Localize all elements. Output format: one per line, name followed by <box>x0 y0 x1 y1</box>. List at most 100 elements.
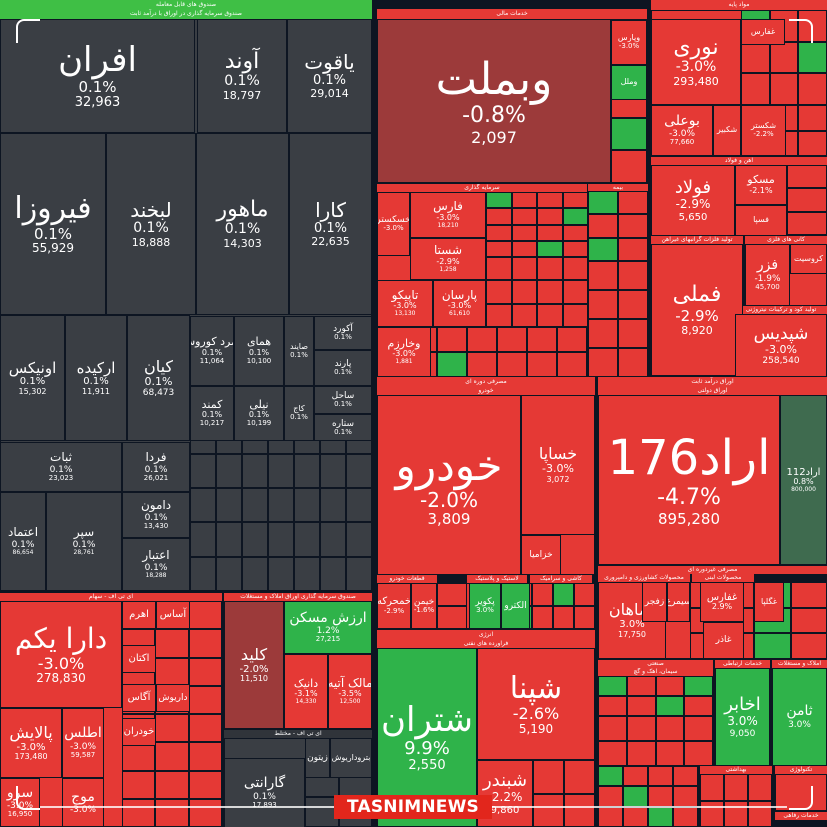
stock-tile[interactable]: غگلپا <box>754 582 784 622</box>
stock-tile[interactable]: آوند 0.1% 18,797 <box>197 19 287 133</box>
small-stock-tile[interactable] <box>486 280 512 304</box>
small-stock-tile[interactable] <box>655 696 685 716</box>
small-stock-tile[interactable] <box>588 319 618 348</box>
small-stock-tile[interactable] <box>532 583 553 606</box>
stock-tile[interactable]: ستاره 0.1% <box>314 414 372 441</box>
stock-tile[interactable]: شپدیس -3.0% 258,540 <box>735 314 827 377</box>
small-stock-tile[interactable] <box>537 192 563 209</box>
small-stock-tile[interactable] <box>790 633 827 659</box>
small-stock-tile[interactable] <box>346 453 372 488</box>
small-stock-tile[interactable] <box>537 240 563 257</box>
stock-tile[interactable]: کمند 0.1% 10,217 <box>190 386 234 441</box>
small-stock-tile[interactable] <box>190 453 216 488</box>
stock-tile[interactable]: شستا -2.9% 1,258 <box>410 238 486 280</box>
small-stock-tile[interactable] <box>598 696 627 716</box>
small-stock-tile[interactable] <box>588 261 618 290</box>
small-stock-tile[interactable] <box>684 741 713 766</box>
stock-tile[interactable]: کیان 0.1% 68,473 <box>127 315 190 441</box>
stock-tile[interactable]: مالک آتیه -3.5% 12,500 <box>328 654 372 729</box>
small-stock-tile[interactable] <box>562 208 588 225</box>
small-stock-tile[interactable] <box>623 806 648 827</box>
small-stock-tile[interactable] <box>467 327 497 352</box>
small-stock-tile[interactable] <box>562 303 588 327</box>
small-stock-tile[interactable] <box>242 522 268 557</box>
stock-tile[interactable]: شپنا -2.6% 5,190 <box>477 648 595 760</box>
small-stock-tile[interactable] <box>787 211 827 235</box>
small-stock-tile[interactable] <box>511 192 537 209</box>
stock-tile[interactable]: ساحل 0.1% <box>314 386 372 414</box>
small-stock-tile[interactable] <box>588 237 618 261</box>
small-stock-tile[interactable] <box>537 303 563 327</box>
small-stock-tile[interactable] <box>486 240 512 257</box>
small-stock-tile[interactable] <box>155 742 189 771</box>
stock-tile[interactable]: فملی -2.9% 8,920 <box>651 244 743 376</box>
stock-tile[interactable]: خسکستر -3.0% <box>377 192 410 256</box>
small-stock-tile[interactable] <box>268 453 294 488</box>
small-stock-tile[interactable] <box>562 257 588 281</box>
small-stock-tile[interactable] <box>188 601 222 630</box>
stock-tile[interactable]: کارا 0.1% 22,635 <box>289 133 372 315</box>
stock-tile[interactable]: بوعلی -3.0% 77,660 <box>651 105 713 156</box>
small-stock-tile[interactable] <box>294 487 320 523</box>
stock-tile[interactable]: نوری -3.0% 293,480 <box>651 19 741 105</box>
stock-tile[interactable]: آگاس <box>122 684 156 712</box>
stock-tile[interactable]: آکورد 0.1% <box>314 316 372 350</box>
small-stock-tile[interactable] <box>537 224 563 241</box>
small-stock-tile[interactable] <box>268 522 294 557</box>
small-stock-tile[interactable] <box>122 798 156 827</box>
stock-tile[interactable]: وپارس -3.0% <box>611 20 647 65</box>
small-stock-tile[interactable] <box>626 716 656 741</box>
stock-tile[interactable]: دارا یکم -3.0% 278,830 <box>0 601 122 708</box>
small-stock-tile[interactable] <box>527 327 557 352</box>
small-stock-tile[interactable] <box>557 327 587 352</box>
stock-tile[interactable]: زمرد کوروش0.1%11,064 <box>190 316 234 386</box>
stock-tile[interactable]: اعتماد 0.1% 86,654 <box>0 492 46 591</box>
small-stock-tile[interactable] <box>798 130 827 156</box>
small-stock-tile[interactable] <box>216 453 242 488</box>
small-stock-tile[interactable] <box>537 280 563 304</box>
small-stock-tile[interactable] <box>190 556 216 591</box>
small-stock-tile[interactable] <box>741 41 770 74</box>
small-stock-tile[interactable] <box>598 806 623 827</box>
stock-tile[interactable]: اعتبار 0.1% 18,288 <box>122 538 190 591</box>
small-stock-tile[interactable] <box>553 606 574 629</box>
stock-tile[interactable]: پالایش -3.0% 173,480 <box>0 708 62 778</box>
small-stock-tile[interactable] <box>673 766 698 787</box>
small-stock-tile[interactable] <box>655 716 685 741</box>
stock-tile[interactable]: کاج 0.1% <box>284 386 314 441</box>
small-stock-tile[interactable] <box>787 188 827 212</box>
stock-tile[interactable]: وبملت -0.8% 2,097 <box>377 19 611 183</box>
stock-tile[interactable]: اخابر 3.0% 9,050 <box>715 668 770 766</box>
small-stock-tile[interactable] <box>623 766 648 787</box>
small-stock-tile[interactable] <box>511 280 537 304</box>
small-stock-tile[interactable] <box>486 224 512 241</box>
small-stock-tile[interactable] <box>294 453 320 488</box>
small-stock-tile[interactable] <box>588 290 618 319</box>
small-stock-tile[interactable] <box>618 214 648 238</box>
small-stock-tile[interactable] <box>598 716 627 741</box>
small-stock-tile[interactable] <box>684 676 713 696</box>
stock-tile[interactable]: فولاد -2.9% 5,650 <box>651 165 735 236</box>
small-stock-tile[interactable] <box>798 105 827 131</box>
small-stock-tile[interactable] <box>346 487 372 523</box>
small-stock-tile[interactable] <box>574 583 595 606</box>
stock-tile[interactable]: کلید -2.0% 11,510 <box>224 601 284 729</box>
stock-tile[interactable]: بتروداریوش <box>330 738 372 778</box>
small-stock-tile[interactable] <box>626 741 656 766</box>
small-stock-tile[interactable] <box>242 453 268 488</box>
small-stock-tile[interactable] <box>618 348 648 377</box>
stock-tile[interactable]: یاقوت 0.1% 29,014 <box>287 19 372 133</box>
small-stock-tile[interactable] <box>598 676 627 696</box>
stock-tile[interactable]: آساس <box>156 601 190 629</box>
small-stock-tile[interactable] <box>557 352 587 377</box>
stock-tile[interactable]: اونیکس 0.1% 15,302 <box>0 315 65 441</box>
small-stock-tile[interactable] <box>562 280 588 304</box>
small-stock-tile[interactable] <box>562 240 588 257</box>
small-stock-tile[interactable] <box>673 806 698 827</box>
small-stock-tile[interactable] <box>537 257 563 281</box>
small-stock-tile[interactable] <box>216 487 242 523</box>
stock-tile[interactable]: خزامیا <box>521 535 561 575</box>
small-stock-tile[interactable] <box>564 760 595 794</box>
stock-tile[interactable]: سیمرغ <box>667 582 690 622</box>
small-stock-tile[interactable] <box>562 224 588 241</box>
